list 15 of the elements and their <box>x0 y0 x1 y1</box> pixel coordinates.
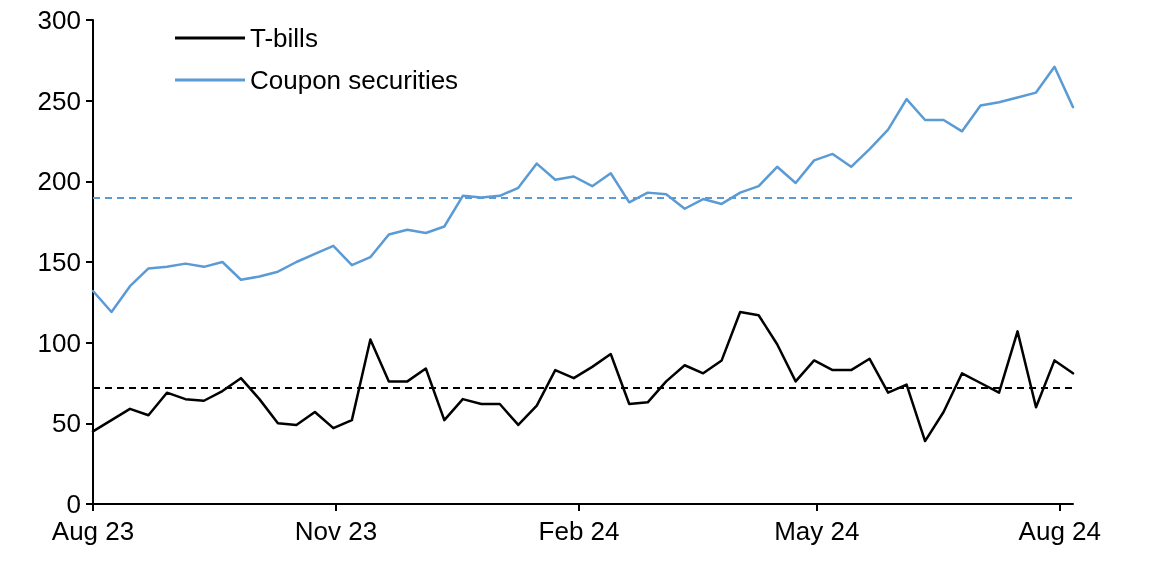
x-tick-label: May 24 <box>774 516 860 546</box>
y-tick-label: 300 <box>37 5 81 35</box>
y-tick-label: 150 <box>37 247 81 277</box>
x-tick-label: Aug 23 <box>51 516 135 546</box>
y-tick-label: 50 <box>52 408 81 439</box>
line-series <box>91 65 1075 314</box>
y-tick-label: 100 <box>37 327 81 358</box>
x-tick-label: Feb 24 <box>538 516 620 546</box>
legend-label: Coupon securities <box>250 65 459 95</box>
y-tick-label: 0 <box>66 489 81 519</box>
y-tick-label: 200 <box>37 166 81 197</box>
legend-label: T-bills <box>250 23 318 53</box>
x-tick-label: Aug 24 <box>1018 516 1101 546</box>
x-tick-label: Nov 23 <box>294 516 378 546</box>
y-tick-label: 250 <box>37 85 81 116</box>
